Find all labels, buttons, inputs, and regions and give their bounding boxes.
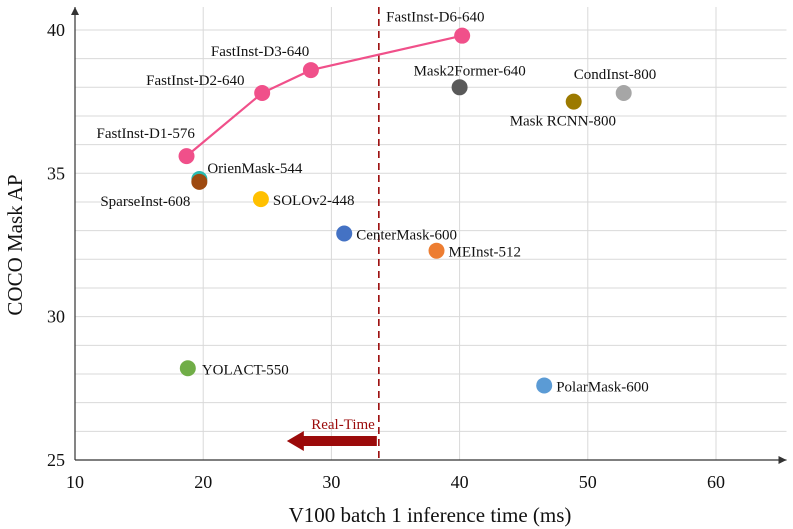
fastinst-point <box>454 27 471 44</box>
y-tick-label: 30 <box>47 307 65 327</box>
x-tick-label: 10 <box>66 472 84 492</box>
grid <box>75 7 787 460</box>
scatter-point <box>615 85 632 102</box>
scatter-point-label: SparseInst-608 <box>100 194 190 210</box>
fastinst-line <box>185 34 463 157</box>
y-axis-label: COCO Mask AP <box>3 174 27 315</box>
fastinst-point-label: FastInst-D2-640 <box>146 73 244 89</box>
fastinst-point-label: FastInst-D6-640 <box>386 10 484 26</box>
scatter-point-label: Mask RCNN-800 <box>510 114 616 130</box>
realtime-arrow <box>286 431 377 451</box>
scatter-point-label: Mask2Former-640 <box>414 63 526 79</box>
scatter-point <box>451 79 468 96</box>
x-axis-arrow <box>778 456 787 464</box>
x-tick-label: 30 <box>322 472 340 492</box>
scatter-point <box>428 242 445 259</box>
y-axis-arrow <box>71 7 79 16</box>
y-tick-label: 35 <box>47 163 65 183</box>
x-tick-label: 20 <box>194 472 212 492</box>
fastinst-point <box>178 148 195 165</box>
scatter-point <box>336 225 353 242</box>
fastinst-point-label: FastInst-D1-576 <box>97 126 196 142</box>
fastinst-point <box>302 62 319 79</box>
scatter-point <box>191 173 208 190</box>
axes: 10 20 30 40 50 60 25 30 35 40 <box>47 7 787 492</box>
scatter-point <box>252 191 269 208</box>
y-tick-label: 25 <box>47 450 65 470</box>
fastinst-point-label: FastInst-D3-640 <box>211 44 309 60</box>
x-tick-label: 50 <box>579 472 597 492</box>
marks: Real-Time FastInst-D1-576 FastInst-D2-640 F… <box>97 7 657 460</box>
scatter-point <box>536 377 553 394</box>
scatter-point-label: YOLACT-550 <box>202 362 289 378</box>
x-tick-label: 40 <box>451 472 469 492</box>
fastinst-point <box>254 85 271 102</box>
y-tick-label: 40 <box>47 20 65 40</box>
scatter-point <box>179 360 196 377</box>
scatter-point-label: OrienMask-544 <box>207 161 302 177</box>
scatter-point <box>565 93 582 110</box>
scatter-point-label: PolarMask-600 <box>556 379 649 395</box>
scatter-point-label: SOLOv2-448 <box>273 193 355 209</box>
scatter-point-label: CondInst-800 <box>574 67 657 83</box>
realtime-label: Real-Time <box>311 417 375 433</box>
x-axis-label: V100 batch 1 inference time (ms) <box>289 503 572 527</box>
scatter-point-label: CenterMask-600 <box>356 228 457 244</box>
x-tick-label: 60 <box>707 472 725 492</box>
scatter-point-label: MEInst-512 <box>449 245 522 261</box>
